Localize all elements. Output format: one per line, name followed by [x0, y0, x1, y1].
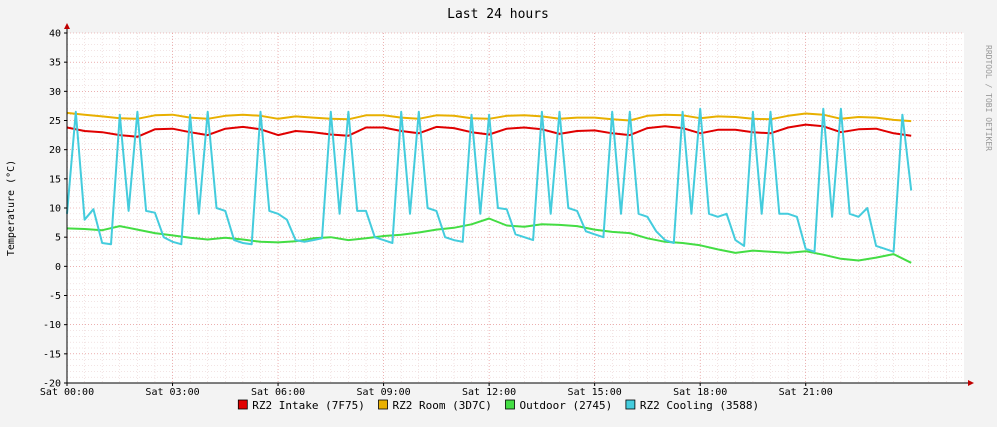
y-tick-label: 5 — [55, 233, 61, 244]
y-tick-label: 30 — [49, 87, 61, 98]
series-line-0 — [66, 123, 912, 138]
legend-label-0: RZ2 Intake (7F75) — [252, 399, 365, 412]
x-tick-label: Sat 18:00 — [673, 387, 727, 398]
legend-swatch-3 — [625, 399, 636, 410]
x-tick-label: Sat 00:00 — [40, 387, 94, 398]
y-tick-label: -5 — [49, 291, 61, 302]
series-layer — [66, 107, 913, 264]
legend-label-2: Outdoor (2745) — [520, 399, 613, 412]
legend-swatch-2 — [505, 399, 515, 410]
x-tick-label: Sat 09:00 — [356, 387, 410, 398]
x-tick-label: Sat 03:00 — [145, 387, 199, 398]
y-axis-label: Temperature (°C) — [6, 160, 17, 256]
legend-swatch-1 — [378, 399, 388, 410]
rrdtool-watermark: RRDTOOL / TOBI OETIKER — [984, 45, 993, 151]
y-tick-label: 40 — [49, 29, 61, 40]
series-line-3 — [66, 107, 913, 253]
y-tick-label: 25 — [49, 116, 61, 127]
y-tick-label: 15 — [49, 174, 61, 185]
x-tick-label: Sat 06:00 — [251, 387, 305, 398]
y-axis-arrow — [64, 23, 70, 29]
x-axis-arrow — [968, 380, 974, 386]
y-tick-label: -20 — [43, 379, 61, 390]
x-tick-label: Sat 15:00 — [568, 387, 622, 398]
x-tick-label: Sat 21:00 — [779, 387, 833, 398]
x-tick-label: Sat 12:00 — [462, 387, 516, 398]
y-tick-label: -10 — [43, 320, 61, 331]
chart-title: Last 24 hours — [447, 7, 549, 22]
legend-swatch-0 — [237, 399, 248, 410]
legend-label-3: RZ2 Cooling (3588) — [640, 399, 759, 412]
legend: RZ2 Intake (7F75) RZ2 Room (3D7C) Outdoor … — [237, 399, 759, 412]
legend-label-1: RZ2 Room (3D7C) — [393, 399, 492, 412]
y-tick-label: 35 — [49, 58, 61, 69]
y-tick-label: -15 — [43, 349, 61, 360]
y-tick-label: 0 — [55, 262, 61, 273]
y-tick-label: 20 — [49, 145, 61, 156]
series-line-2 — [66, 217, 912, 264]
y-tick-label: 10 — [49, 204, 61, 215]
